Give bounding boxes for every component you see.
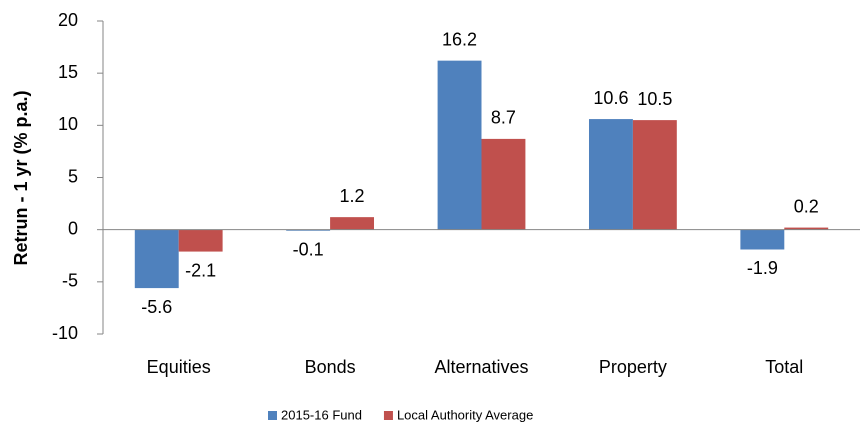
bar bbox=[740, 229, 785, 250]
x-tick-label: Property bbox=[599, 357, 667, 377]
y-tick-label: 5 bbox=[68, 166, 78, 186]
data-label: -1.9 bbox=[747, 258, 778, 278]
data-label: -2.1 bbox=[185, 260, 216, 280]
y-tick-label: 0 bbox=[68, 218, 78, 238]
data-label: 16.2 bbox=[442, 29, 477, 49]
y-tick-label: 20 bbox=[58, 10, 78, 30]
bar bbox=[134, 229, 179, 289]
data-label: 8.7 bbox=[491, 108, 516, 128]
data-label: 10.5 bbox=[637, 89, 672, 109]
bar bbox=[437, 60, 482, 230]
bar bbox=[286, 229, 331, 231]
x-tick-label: Bonds bbox=[305, 357, 356, 377]
bar bbox=[330, 217, 375, 230]
y-axis-label: Retrun - 1 yr (% p.a.) bbox=[11, 90, 31, 265]
x-tick-label: Alternatives bbox=[434, 357, 528, 377]
y-tick-label: 10 bbox=[58, 114, 78, 134]
x-tick-label: Total bbox=[765, 357, 803, 377]
x-tick-label: Equities bbox=[147, 357, 211, 377]
bar bbox=[588, 119, 633, 230]
data-label: -5.6 bbox=[141, 297, 172, 317]
bar bbox=[481, 138, 526, 230]
legend-swatch bbox=[268, 411, 277, 420]
data-label: 0.2 bbox=[794, 196, 819, 216]
legend-label: 2015-16 Fund bbox=[281, 407, 362, 422]
data-label: 10.6 bbox=[593, 88, 628, 108]
y-tick-label: -5 bbox=[62, 271, 78, 291]
y-tick-label: -10 bbox=[52, 323, 78, 343]
data-label: -0.1 bbox=[293, 239, 324, 259]
bar bbox=[784, 227, 829, 230]
bar bbox=[178, 229, 223, 252]
bar bbox=[632, 120, 677, 230]
legend-label: Local Authority Average bbox=[397, 407, 533, 422]
y-tick-label: 15 bbox=[58, 62, 78, 82]
data-label: 1.2 bbox=[340, 186, 365, 206]
legend-swatch bbox=[383, 411, 393, 420]
